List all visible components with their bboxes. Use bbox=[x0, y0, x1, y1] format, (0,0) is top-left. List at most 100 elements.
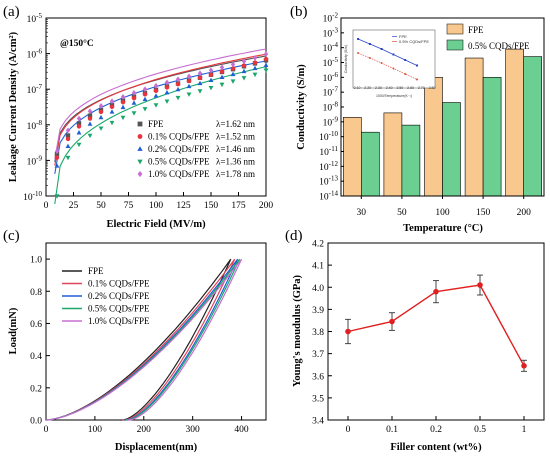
x-axis-title: Filler content (wt%) bbox=[390, 442, 482, 453]
data-series bbox=[345, 274, 527, 372]
data-point bbox=[197, 70, 203, 77]
x-tick-label: 100 bbox=[149, 201, 164, 211]
panel-a-letter: (a) bbox=[3, 4, 20, 20]
fit-line bbox=[54, 53, 267, 166]
x-tick-label: 50 bbox=[96, 201, 106, 211]
legend: FPE 0.5% CQDs/FPE bbox=[446, 23, 530, 51]
data-point bbox=[142, 96, 148, 102]
panel-b-conductivity-chart: (b) 30 50 100 150 200 10-1410-1310-1210-1110… bbox=[290, 4, 545, 234]
legend-label: FPE bbox=[88, 266, 104, 276]
legend-marker bbox=[137, 121, 143, 127]
y-tick-label: 3.4 bbox=[312, 417, 324, 427]
data-point bbox=[521, 362, 527, 369]
data-point bbox=[263, 56, 269, 62]
data-point bbox=[175, 95, 181, 101]
data-point bbox=[87, 121, 93, 126]
y-tick-label: 0.8 bbox=[30, 288, 42, 298]
bar bbox=[360, 131, 380, 197]
x-tick-label: 75 bbox=[124, 201, 134, 211]
data-point bbox=[208, 72, 214, 77]
legend: FPE λ=1.62 nm 0.1% CQDs/FPE λ=1.52 nm 0.2% C… bbox=[137, 119, 255, 179]
y-tick-label: 0.2 bbox=[30, 384, 42, 394]
legend-label: FPE bbox=[468, 25, 484, 35]
data-point bbox=[65, 127, 71, 134]
data-point bbox=[142, 107, 148, 112]
bar bbox=[464, 57, 484, 197]
legend-marker bbox=[137, 170, 143, 178]
panel-b-letter: (b) bbox=[290, 4, 308, 20]
legend-label: 0.1% CQDs/FPE bbox=[148, 132, 210, 142]
data-point bbox=[164, 85, 170, 90]
fit-line bbox=[54, 55, 267, 163]
data-point bbox=[153, 88, 159, 94]
fit-line bbox=[54, 66, 267, 204]
inset-x-tick-label: 2.70 bbox=[418, 86, 425, 90]
x-ticks: 0 25 50 75 100 125 150 175 200 bbox=[44, 192, 274, 211]
y-tick-label: 4.1 bbox=[312, 262, 324, 272]
data-point bbox=[76, 130, 82, 135]
inset-point bbox=[392, 67, 395, 70]
x-tick-label: 150 bbox=[204, 201, 219, 211]
data-point bbox=[142, 92, 148, 97]
data-point bbox=[208, 77, 214, 83]
legend-swatch bbox=[446, 39, 464, 51]
y-tick-label: 3.6 bbox=[312, 372, 324, 382]
data-point bbox=[131, 89, 137, 96]
data-point bbox=[131, 100, 137, 105]
y-tick-label: 10-9 bbox=[27, 154, 43, 167]
data-point bbox=[197, 89, 203, 94]
data-point bbox=[142, 86, 148, 93]
x-tick-label: 0 bbox=[346, 425, 351, 435]
x-tick-label: 1 bbox=[522, 425, 527, 435]
inset-point bbox=[368, 43, 371, 45]
inset-y-axis-title: Conductivity (S/m) bbox=[344, 45, 348, 74]
bar bbox=[342, 117, 362, 197]
data-point bbox=[65, 136, 71, 142]
data-point bbox=[109, 109, 115, 114]
y-tick-label: 3.7 bbox=[312, 350, 324, 360]
legend-lambda: λ=1.62 nm bbox=[216, 119, 255, 129]
x-ticks: 0 100 200 300 400 bbox=[44, 416, 249, 435]
inset-point bbox=[404, 59, 407, 61]
legend-label: 1.0% CQDs/FPE bbox=[148, 169, 210, 179]
x-tick-label: 25 bbox=[69, 201, 79, 211]
panel-c-load-displacement-chart: (c) 0 100 200 300 400 0.0 0.2 0.4 0.6 0.8 1.0 FPE… bbox=[3, 228, 267, 453]
data-point bbox=[164, 79, 170, 86]
inset-point bbox=[416, 64, 418, 67]
data-point bbox=[263, 68, 269, 73]
y-tick-label: 3.8 bbox=[312, 328, 324, 338]
legend-label: FPE bbox=[148, 119, 164, 129]
y-tick-label: 10-14 bbox=[319, 190, 338, 203]
data-point bbox=[109, 104, 115, 110]
data-point bbox=[87, 113, 93, 118]
legend-marker bbox=[137, 159, 143, 165]
legend-lambda: λ=1.46 nm bbox=[216, 144, 255, 154]
data-point bbox=[345, 328, 351, 335]
y-tick-label: 1.0 bbox=[30, 256, 42, 266]
data-point bbox=[186, 83, 192, 89]
fit-line bbox=[54, 48, 267, 160]
bar bbox=[482, 77, 502, 197]
x-tick-label: 0.5 bbox=[474, 425, 486, 435]
x-tick-label: 200 bbox=[259, 201, 274, 211]
y-tick-label: 10-10 bbox=[319, 130, 338, 143]
x-tick-label: 0 bbox=[44, 201, 49, 211]
inset-x-tick-label: 2.50 bbox=[396, 86, 403, 90]
data-point bbox=[76, 142, 82, 148]
legend-label: 0.5% CQDs/FPE bbox=[468, 41, 530, 51]
data-point bbox=[76, 121, 82, 126]
bar bbox=[442, 102, 461, 197]
y-tick-label: 10-4 bbox=[323, 41, 339, 54]
inset-point bbox=[380, 62, 383, 64]
x-tick-label: 150 bbox=[476, 208, 491, 218]
x-ticks: 0 0.1 0.2 0.5 1 bbox=[346, 416, 527, 435]
inset-legend-label: 0.5% CQDs/FPE bbox=[399, 39, 429, 44]
x-axis-title: Displacement(nm) bbox=[115, 442, 198, 453]
inset-line bbox=[357, 52, 418, 80]
x-tick-label: 175 bbox=[231, 201, 246, 211]
data-point bbox=[477, 282, 483, 288]
x-ticks: 30 50 100 150 200 bbox=[357, 196, 531, 218]
data-point bbox=[65, 133, 71, 138]
inset-x-tick-label: 2.30 bbox=[375, 86, 382, 90]
